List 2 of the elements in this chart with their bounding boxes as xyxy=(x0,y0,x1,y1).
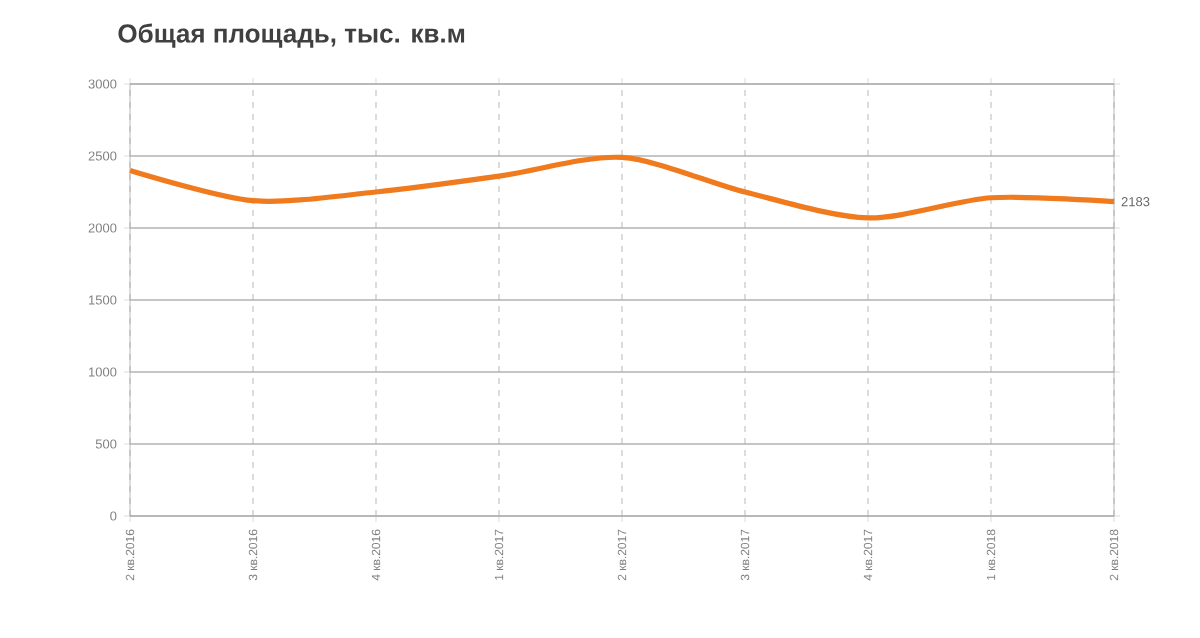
chart-title: Общая площадь, тыс. кв.м xyxy=(118,23,465,48)
line-series xyxy=(127,154,1117,221)
